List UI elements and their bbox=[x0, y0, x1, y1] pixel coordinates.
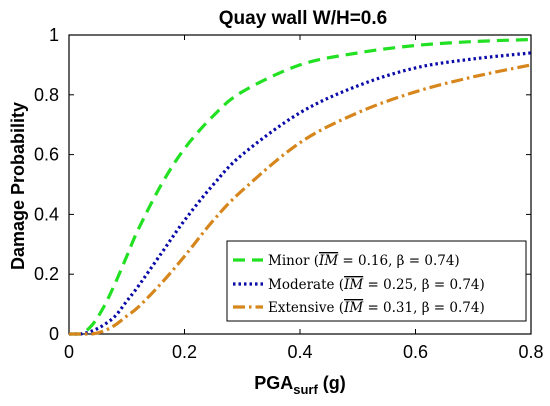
y-tick-label: 0 bbox=[49, 324, 59, 344]
x-tick-label: 0.4 bbox=[287, 342, 312, 362]
series-line-minor bbox=[69, 37, 532, 336]
chart-title: Quay wall W/H=0.6 bbox=[219, 8, 387, 29]
x-axis-label: PGAsurf (g) bbox=[254, 373, 346, 397]
legend: Minor (IM = 0.16, β = 0.74) Moderate (IM … bbox=[226, 240, 527, 322]
y-tick-label: 0.4 bbox=[34, 204, 59, 224]
axis-ticks bbox=[68, 34, 532, 335]
x-axis-label-main: PGA bbox=[254, 373, 293, 393]
x-tick-label: 0.8 bbox=[518, 342, 543, 362]
x-axis-label-subscript: surf bbox=[293, 382, 318, 397]
series-line-extensive bbox=[69, 63, 532, 336]
y-tick-label: 1 bbox=[49, 25, 59, 45]
legend-box bbox=[226, 240, 527, 322]
x-tick-labels: 0 0.2 0.4 0.6 0.8 bbox=[64, 342, 544, 362]
legend-label: Moderate (IM = 0.25, β = 0.74) bbox=[268, 277, 485, 293]
series-lines bbox=[69, 37, 532, 336]
y-tick-labels: 0 0.2 0.4 0.6 0.8 1 bbox=[34, 25, 59, 344]
x-tick-label: 0 bbox=[64, 342, 74, 362]
x-axis-label-unit: (g) bbox=[318, 373, 346, 393]
legend-label: Minor (IM = 0.16, β = 0.74) bbox=[268, 253, 460, 269]
y-tick-label: 0.6 bbox=[34, 145, 59, 165]
x-tick-label: 0.6 bbox=[403, 342, 428, 362]
legend-entries: Minor (IM = 0.16, β = 0.74) Moderate (IM … bbox=[233, 253, 485, 316]
y-axis-label: Damage Probability bbox=[8, 102, 28, 270]
x-tick-label: 0.2 bbox=[172, 342, 197, 362]
legend-label: Extensive (IM = 0.31, β = 0.74) bbox=[268, 300, 485, 316]
y-tick-label: 0.8 bbox=[34, 85, 59, 105]
y-tick-label: 0.2 bbox=[34, 264, 59, 284]
